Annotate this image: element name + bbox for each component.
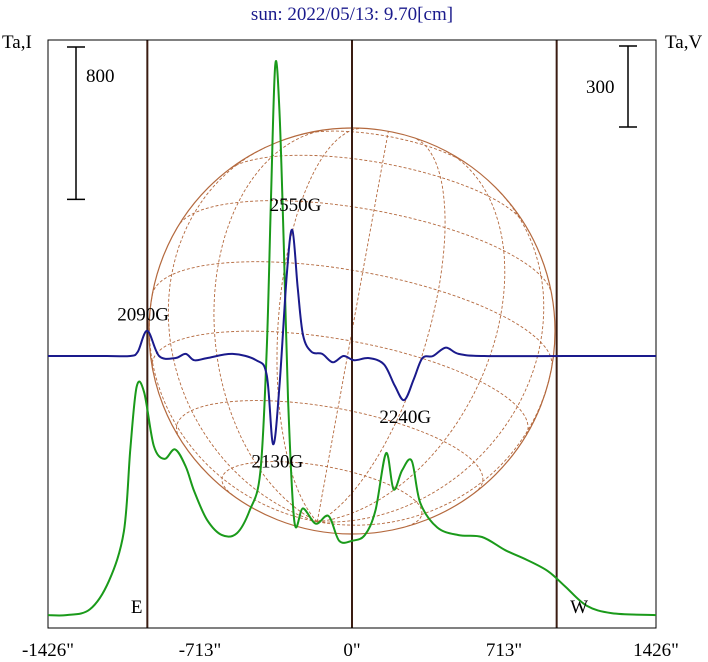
scale-bar-label: 800	[86, 66, 115, 87]
disk-parallel	[176, 400, 484, 493]
scale-bars: 800 300	[67, 45, 637, 201]
annotations: 2090G 2550G 2130G 2240G	[117, 195, 431, 472]
x-tick-label: 1426"	[633, 640, 679, 661]
field-annotation: 2130G	[252, 451, 304, 472]
intensity-curve	[47, 60, 657, 617]
disk-meridian	[317, 189, 545, 523]
disk-meridian	[317, 137, 446, 523]
disk-parallel	[231, 154, 523, 222]
x-tick-labels: -1426" -713" 0" 713" 1426"	[22, 640, 679, 661]
disk-parallel	[221, 461, 423, 528]
x-tick-label: -1426"	[22, 640, 74, 661]
disk-meridian	[317, 149, 506, 523]
disk-parallel	[179, 200, 552, 291]
limb-label: W	[570, 597, 588, 618]
disk-parallel	[301, 130, 469, 166]
disk-meridian	[317, 367, 553, 526]
disk-meridian	[148, 294, 318, 523]
limb-label: E	[131, 597, 143, 618]
plot-frame	[47, 39, 657, 629]
disk-meridian	[316, 131, 389, 522]
disk-parallel	[151, 330, 529, 437]
reference-lines	[146, 40, 558, 628]
disk-parallel	[151, 261, 553, 368]
curves	[47, 60, 657, 617]
polarization-curve	[48, 228, 656, 446]
field-annotation: 2550G	[270, 195, 322, 216]
chart-title: sun: 2022/05/13: 9.70[cm]	[251, 4, 453, 25]
field-annotation: 2090G	[117, 304, 169, 325]
disk-meridian	[167, 146, 318, 523]
right-axis-label: Ta,V	[665, 32, 702, 53]
x-tick-label: 0"	[343, 640, 360, 661]
x-tick-label: -713"	[179, 640, 222, 661]
field-annotation: 2240G	[379, 407, 431, 428]
scale-bar-label: 300	[586, 77, 615, 98]
x-tick-label: 713"	[486, 640, 522, 661]
left-axis-label: Ta,I	[2, 32, 32, 53]
